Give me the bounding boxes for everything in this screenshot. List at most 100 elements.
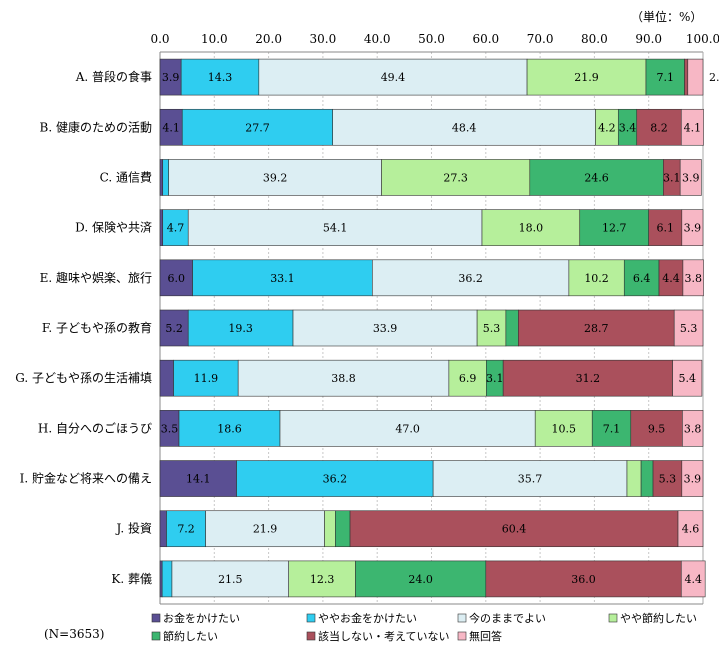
data-label: 31.2: [576, 372, 601, 385]
category-label: J. 投資: [114, 521, 152, 536]
x-tick-label: 50.0: [418, 32, 445, 46]
data-label: 49.4: [381, 71, 406, 84]
data-label: 10.2: [584, 272, 609, 285]
bar-segment: [292, 309, 478, 347]
bar-segment: [476, 309, 507, 347]
bar-segment: [568, 259, 625, 297]
category-label: A. 普段の食事: [75, 69, 152, 84]
bar-segment: [648, 209, 683, 246]
data-label: 3.5: [161, 422, 179, 435]
bar-segment: [640, 460, 654, 497]
bar-segment: [349, 510, 679, 548]
category-label: I. 貯金など将来への備え: [20, 471, 152, 486]
data-label: 12.7: [602, 222, 627, 235]
bar-segment: [591, 410, 632, 447]
x-tick-label: 0.0: [150, 32, 169, 46]
x-tick-label: 60.0: [472, 32, 499, 46]
data-label: 24.0: [408, 573, 433, 586]
data-label: 3.8: [684, 422, 702, 435]
bar-segment: [258, 58, 528, 96]
data-label: 6.1: [657, 222, 675, 235]
bar-segment: [684, 58, 689, 96]
data-label: 4.4: [662, 272, 680, 285]
data-label: 4.1: [162, 121, 180, 134]
bar-segment: [178, 410, 281, 447]
data-label: 7.1: [603, 422, 621, 435]
legend-swatch: [306, 613, 316, 623]
bar-segment: [679, 159, 702, 196]
bar-segment: [180, 58, 260, 96]
bar-segment: [381, 159, 531, 196]
legend-swatch: [457, 631, 467, 641]
x-axis-ticks: 0.0 10.0 20.0 30.0 40.0 50.0 60.0 70.0 80.0 90.0 1…: [150, 32, 719, 46]
legend-label: 該当しない・考えていない: [318, 629, 449, 643]
data-label: 60.4: [502, 523, 527, 536]
bar-segment: [168, 159, 382, 196]
bar-segment: [680, 560, 706, 598]
bar-segment: [630, 410, 683, 447]
x-tick-label: 30.0: [310, 32, 337, 46]
data-label: 5.3: [659, 473, 677, 486]
data-label: 54.1: [323, 222, 348, 235]
bar-segment: [237, 359, 450, 397]
data-label: 27.3: [443, 171, 468, 184]
bars: [159, 58, 706, 598]
bar-segment: [682, 259, 704, 297]
data-label: 3.1: [486, 372, 504, 385]
data-labels: 3.9 14.3 49.4 21.9 7.1 2.8 4.1 27.7 48.4 4.23.4 8.…: [161, 71, 719, 586]
bar-segment: [534, 410, 593, 447]
data-label: 36.0: [571, 573, 596, 586]
category-label: K. 葬儀: [111, 572, 152, 586]
data-label: 28.7: [584, 322, 609, 335]
bar-segment: [485, 560, 682, 598]
legend-label: ややお金をかけたい: [318, 611, 417, 625]
bar-segment: [192, 259, 373, 297]
data-label: 48.4: [452, 121, 477, 134]
category-labels: A. 普段の食事 B. 健康のための活動 C. 通信費 D. 保険や共済 E. 趣味や娯…: [15, 69, 152, 586]
data-label: 4.4: [684, 573, 702, 586]
x-tick-label: 80.0: [581, 32, 608, 46]
bar-segment: [279, 410, 536, 447]
data-label: 5.4: [679, 372, 697, 385]
bar-segment: [579, 209, 650, 246]
x-tick-label: 70.0: [527, 32, 554, 46]
data-label: 18.6: [217, 422, 242, 435]
unit-label: （単位：%）: [631, 10, 703, 24]
bar-segment: [159, 510, 167, 548]
data-label: 3.8: [684, 272, 702, 285]
data-label: 9.5: [648, 422, 666, 435]
data-label: 21.5: [218, 573, 243, 586]
bar-segment: [518, 309, 675, 347]
data-label: 19.3: [228, 322, 253, 335]
data-label: 3.9: [684, 222, 702, 235]
bar-segment: [502, 359, 673, 397]
bar-segment: [159, 209, 164, 246]
data-label: 4.6: [682, 523, 700, 536]
legend-label: 今のままでよい: [469, 611, 546, 625]
bar-segment: [335, 510, 351, 548]
bar-segment: [505, 309, 519, 347]
data-label: 5.3: [680, 322, 698, 335]
bar-segment: [677, 510, 704, 548]
category-label: D. 保険や共済: [75, 220, 152, 235]
legend-swatch: [151, 631, 161, 641]
bar-segment: [652, 460, 683, 497]
data-label: 3.9: [162, 71, 180, 84]
data-label: 3.9: [682, 171, 700, 184]
data-label: 21.9: [574, 71, 599, 84]
data-label: 7.1: [657, 71, 675, 84]
bar-segment: [161, 560, 173, 598]
data-label: 33.1: [270, 272, 295, 285]
bar-segment: [159, 159, 164, 196]
bar-segment: [159, 309, 189, 347]
legend-swatch: [608, 613, 618, 623]
data-label: 6.4: [633, 272, 651, 285]
legend-label: 無回答: [469, 629, 502, 643]
category-label: G. 子どもや孫の生活補填: [15, 371, 152, 385]
bar-segment: [236, 460, 434, 497]
data-label: 36.2: [323, 473, 348, 486]
legend-label: 節約したい: [163, 629, 218, 643]
category-label: B. 健康のための活動: [40, 119, 152, 134]
data-label: 47.0: [395, 422, 420, 435]
